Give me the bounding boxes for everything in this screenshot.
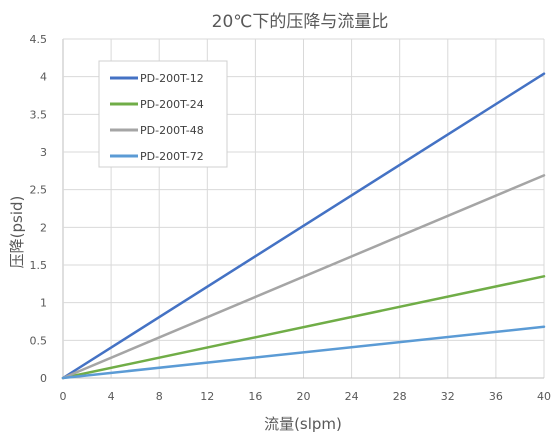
x-tick-label: 40 bbox=[537, 390, 551, 403]
legend-label: PD-200T-24 bbox=[140, 98, 204, 111]
y-tick-label: 4 bbox=[40, 71, 47, 84]
legend-label: PD-200T-72 bbox=[140, 150, 204, 163]
legend-label: PD-200T-48 bbox=[140, 124, 204, 137]
tick-labels: 0 4 8 12 16 20 24 28 32 36 40 0 0.5 1 1.5 2 2.5 3 3.5 4 4.5 bbox=[30, 33, 552, 403]
y-tick-label: 1.5 bbox=[30, 259, 48, 272]
series-line bbox=[61, 325, 546, 380]
chart-title: 20℃下的压降与流量比 bbox=[212, 12, 389, 32]
x-tick-label: 16 bbox=[248, 390, 262, 403]
x-tick-label: 36 bbox=[489, 390, 503, 403]
x-tick-label: 24 bbox=[345, 390, 359, 403]
series-line bbox=[61, 275, 546, 380]
y-tick-label: 3.5 bbox=[30, 108, 48, 121]
y-tick-label: 0.5 bbox=[30, 334, 48, 347]
y-tick-label: 0 bbox=[40, 372, 47, 385]
grid bbox=[62, 38, 545, 379]
series-line bbox=[61, 174, 546, 380]
x-axis-title: 流量(slpm) bbox=[264, 415, 342, 432]
x-tick-label: 20 bbox=[297, 390, 311, 403]
series-lines bbox=[61, 72, 546, 380]
x-tick-label: 12 bbox=[200, 390, 214, 403]
x-tick-label: 32 bbox=[441, 390, 455, 403]
y-axis-title: 压降(psid) bbox=[8, 196, 26, 269]
x-tick-label: 0 bbox=[60, 390, 67, 403]
y-tick-label: 2 bbox=[40, 221, 47, 234]
y-tick-label: 4.5 bbox=[30, 33, 48, 46]
series-line bbox=[61, 72, 546, 380]
y-tick-label: 2.5 bbox=[30, 184, 48, 197]
y-tick-label: 3 bbox=[40, 146, 47, 159]
x-tick-label: 8 bbox=[156, 390, 163, 403]
legend-label: PD-200T-12 bbox=[140, 72, 204, 85]
y-tick-label: 1 bbox=[40, 297, 47, 310]
x-tick-label: 4 bbox=[108, 390, 115, 403]
legend: PD-200T-12 PD-200T-24 PD-200T-48 PD-200T-72 bbox=[98, 60, 228, 168]
x-tick-label: 28 bbox=[393, 390, 407, 403]
